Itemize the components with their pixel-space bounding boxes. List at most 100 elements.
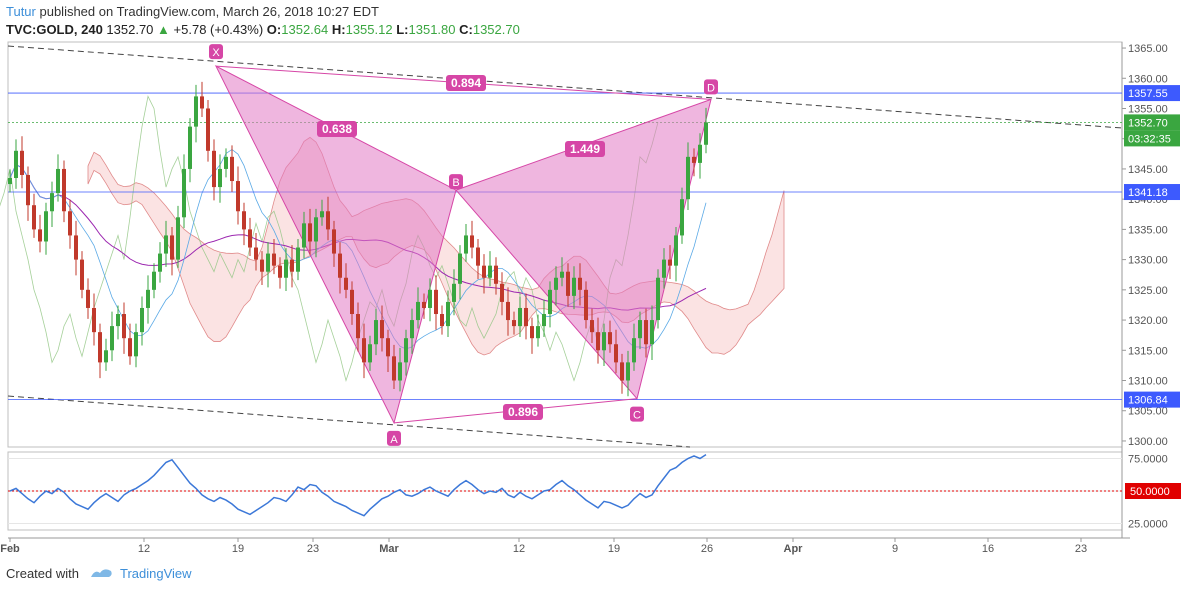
price-tag-label: 1357.55 (1128, 88, 1168, 100)
x-tick-label: 23 (1075, 543, 1087, 555)
open-value: 1352.64 (281, 22, 329, 37)
candle-body (584, 289, 588, 321)
footer: Created with TradingView (6, 566, 192, 582)
candle-body (644, 320, 648, 345)
published-text: published on TradingView.com, March 26, … (39, 4, 379, 19)
candle-body (344, 277, 348, 290)
candle-body (218, 168, 222, 188)
candle-body (20, 150, 24, 175)
candle-body (620, 362, 624, 381)
y-tick-label: 1325.00 (1128, 285, 1168, 297)
candle-body (512, 320, 516, 327)
candle-body (266, 253, 270, 272)
rsi-mid-tag-label: 50.0000 (1130, 486, 1170, 498)
chart-canvas[interactable]: 1300.00 1305.00 1310.00 1315.00 1320.00 1325.… (0, 40, 1182, 560)
candle-body (302, 223, 306, 248)
candle-body (692, 156, 696, 163)
candle-body (632, 338, 636, 363)
symbol-label[interactable]: TVC:GOLD, 240 (6, 22, 103, 37)
x-tick-label: 16 (982, 543, 994, 555)
candle-body (194, 96, 198, 127)
candle-body (164, 235, 168, 254)
candle-body (116, 314, 120, 327)
candle-body (290, 259, 294, 272)
candle-body (128, 338, 132, 357)
candle-body (572, 277, 576, 296)
tradingview-link[interactable]: TradingView (120, 566, 192, 581)
candle-body (464, 235, 468, 254)
x-tick-label: 12 (513, 543, 525, 555)
pattern-point-badge (704, 79, 718, 95)
rsi-mid-tag (1125, 483, 1181, 499)
candle-body (614, 344, 618, 363)
candle-body (350, 289, 354, 315)
candle-body (380, 320, 384, 339)
y-tick-label: 1330.00 (1128, 255, 1168, 267)
change-value: +5.78 (+0.43%) (173, 22, 264, 37)
y-tick-label: 1345.00 (1128, 164, 1168, 176)
candle-body (170, 235, 174, 260)
candle-body (446, 301, 450, 327)
candle-body (284, 259, 288, 278)
close-label: C: (459, 22, 473, 37)
candle-body (398, 362, 402, 381)
candle-body (296, 247, 300, 272)
candle-body (686, 156, 690, 200)
candle-body (452, 283, 456, 302)
candle-body (182, 168, 186, 218)
tradingview-logo-icon (89, 567, 113, 582)
candle-body (8, 178, 12, 185)
candle-body (404, 338, 408, 363)
candle-body (326, 211, 330, 230)
x-tick-label: 26 (701, 543, 713, 555)
candle-body (668, 259, 672, 266)
trendline-lower (7, 395, 691, 448)
candle-body (698, 144, 702, 163)
pattern-point-label: A (390, 434, 398, 446)
candle-body (320, 211, 324, 218)
price-tag-label: 1341.18 (1128, 187, 1168, 199)
pattern-ratio-badge (446, 75, 486, 91)
candle-body (176, 217, 180, 260)
candle-body (50, 193, 54, 212)
high-value: 1355.12 (345, 22, 393, 37)
candle-body (500, 283, 504, 302)
candle-body (458, 253, 462, 284)
x-tick-label: 12 (138, 543, 150, 555)
y-tick-label: 1310.00 (1128, 376, 1168, 388)
open-label: O: (266, 22, 282, 37)
candle-body (638, 320, 642, 339)
pattern-point-label: X (212, 47, 220, 59)
candle-body (506, 301, 510, 321)
pattern-point-badge (387, 430, 401, 446)
candle-body (482, 265, 486, 278)
candle-body (152, 271, 156, 290)
pattern-ratio-label: 0.894 (451, 76, 481, 90)
candle-body (158, 253, 162, 272)
y-tick-label: 1300.00 (1128, 436, 1168, 448)
candle-body (260, 259, 264, 272)
candle-body (236, 181, 240, 212)
candle-body (80, 259, 84, 290)
author-link[interactable]: Tutur (6, 4, 36, 19)
pattern-ratio-badge (565, 141, 605, 157)
candle-body (338, 253, 342, 278)
candle-body (542, 314, 546, 327)
candle-body (68, 211, 72, 236)
candle-body (374, 320, 378, 345)
pattern-point-badge (449, 174, 463, 190)
x-tick-label: Mar (379, 543, 399, 555)
candle-body (110, 326, 114, 351)
candle-body (86, 289, 90, 308)
candle-body (548, 289, 552, 315)
candle-body (212, 150, 216, 188)
candle-body (224, 156, 228, 169)
candle-body (488, 265, 492, 278)
chart-header: Tutur published on TradingView.com, Marc… (0, 0, 1182, 40)
price-tag (1124, 184, 1180, 201)
x-tick-label: Apr (784, 543, 804, 555)
candle-body (494, 265, 498, 284)
candle-body (386, 338, 390, 357)
pattern-point-badge (630, 406, 644, 422)
candle-body (650, 320, 654, 345)
